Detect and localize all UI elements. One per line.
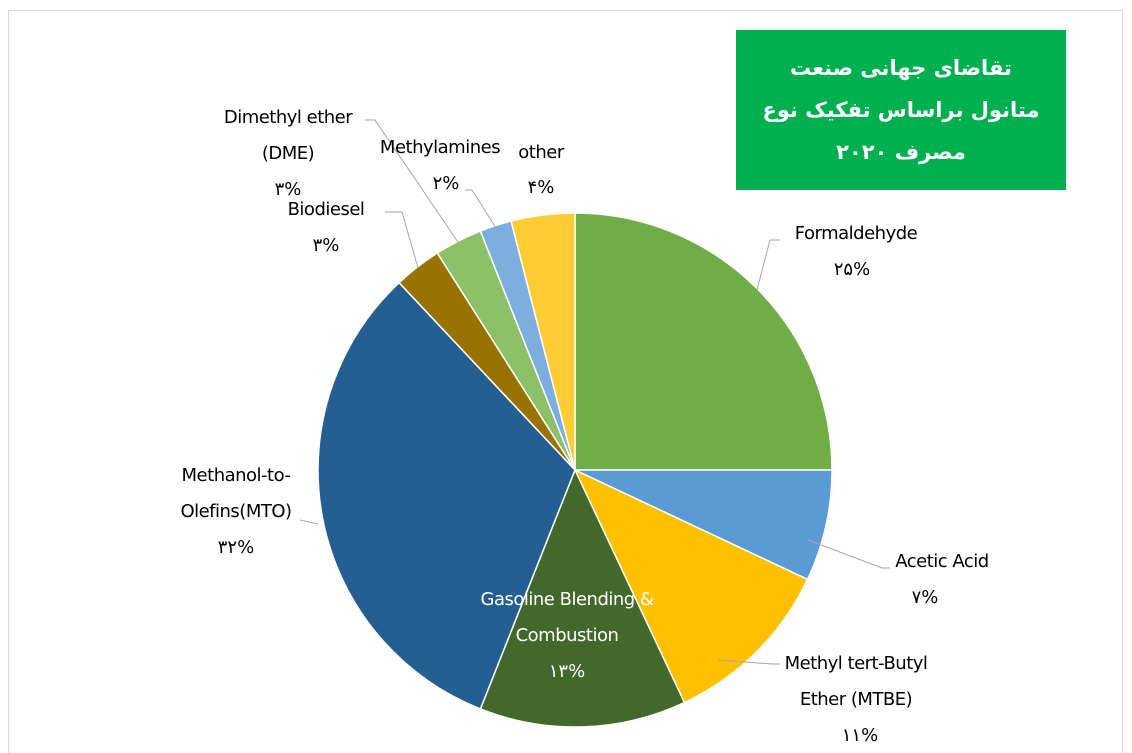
slice-label: Dimethyl ether (DME)	[223, 107, 353, 164]
chart-border	[8, 10, 1123, 753]
slice-label: Methanol-to-Olefins(MTO)	[180, 465, 292, 522]
value-label: ۲۵%	[833, 259, 871, 280]
pie-slice	[573, 468, 809, 704]
leader-line	[807, 539, 890, 569]
leader-line	[299, 519, 319, 525]
slice-label: Methylamines	[379, 137, 501, 158]
slice-label: Biodiesel	[287, 199, 365, 220]
chart-title: تقاضای جهانی صنعت متانول براساس تفکیک نو…	[736, 30, 1066, 190]
pie-slice	[574, 469, 833, 581]
value-label: ۳۲%	[217, 537, 255, 558]
pie-slice	[510, 212, 576, 471]
slice-label: Formaldehyde	[794, 223, 918, 244]
slice-label: Methyl tert-Butyl Ether (MTBE)	[784, 653, 928, 710]
value-label: ۴%	[527, 177, 555, 198]
value-label: ۱۱%	[841, 725, 879, 746]
pie-slice	[574, 212, 833, 471]
leader-line	[717, 659, 780, 665]
value-label: ۱۳%	[548, 661, 586, 682]
leader-line	[385, 211, 419, 269]
slice-label: Acetic Acid	[895, 551, 989, 572]
value-label: ۷%	[911, 587, 939, 608]
value-label: ۳%	[312, 235, 340, 256]
slice-label: Gasoline Blending & Combustion	[480, 589, 654, 646]
value-label: ۲%	[432, 173, 460, 194]
leader-line	[756, 239, 780, 291]
leader-line	[465, 189, 497, 229]
slice-label: other	[518, 142, 564, 163]
pie-slice	[479, 468, 686, 728]
value-label: ۳%	[274, 179, 302, 200]
leader-line	[365, 119, 459, 243]
pie-slice	[317, 281, 576, 710]
